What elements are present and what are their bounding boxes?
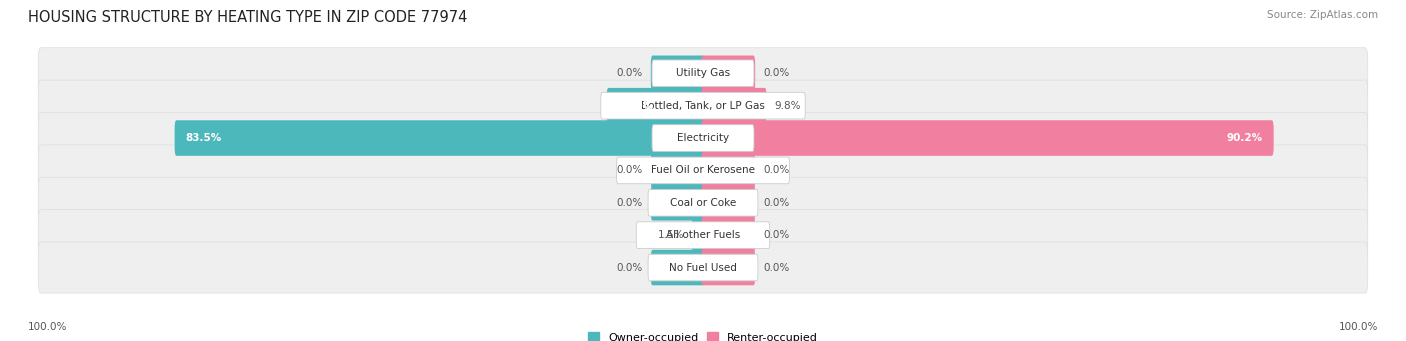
FancyBboxPatch shape [38, 80, 1368, 131]
FancyBboxPatch shape [702, 56, 755, 91]
FancyBboxPatch shape [38, 242, 1368, 293]
Text: 0.0%: 0.0% [617, 165, 643, 175]
Text: 9.8%: 9.8% [775, 101, 801, 111]
FancyBboxPatch shape [38, 48, 1368, 99]
FancyBboxPatch shape [702, 88, 766, 123]
FancyBboxPatch shape [702, 185, 755, 221]
FancyBboxPatch shape [637, 222, 769, 249]
FancyBboxPatch shape [606, 88, 704, 123]
FancyBboxPatch shape [38, 177, 1368, 228]
Text: Electricity: Electricity [676, 133, 730, 143]
Text: 1.5%: 1.5% [658, 230, 685, 240]
Text: 15.0%: 15.0% [617, 101, 654, 111]
Text: Bottled, Tank, or LP Gas: Bottled, Tank, or LP Gas [641, 101, 765, 111]
Text: 0.0%: 0.0% [763, 198, 789, 208]
FancyBboxPatch shape [38, 210, 1368, 261]
Text: 0.0%: 0.0% [763, 165, 789, 175]
FancyBboxPatch shape [38, 113, 1368, 164]
FancyBboxPatch shape [648, 190, 758, 216]
FancyBboxPatch shape [38, 145, 1368, 196]
FancyBboxPatch shape [651, 250, 704, 285]
Text: 83.5%: 83.5% [186, 133, 222, 143]
Text: 90.2%: 90.2% [1226, 133, 1263, 143]
Text: 100.0%: 100.0% [28, 322, 67, 332]
Text: 0.0%: 0.0% [763, 230, 789, 240]
FancyBboxPatch shape [702, 250, 755, 285]
FancyBboxPatch shape [652, 125, 754, 151]
FancyBboxPatch shape [651, 153, 704, 188]
Legend: Owner-occupied, Renter-occupied: Owner-occupied, Renter-occupied [583, 328, 823, 341]
Text: 0.0%: 0.0% [763, 68, 789, 78]
FancyBboxPatch shape [702, 153, 755, 188]
FancyBboxPatch shape [702, 218, 755, 253]
FancyBboxPatch shape [648, 254, 758, 281]
FancyBboxPatch shape [651, 56, 704, 91]
FancyBboxPatch shape [651, 185, 704, 221]
FancyBboxPatch shape [702, 120, 1274, 156]
Text: 0.0%: 0.0% [617, 68, 643, 78]
FancyBboxPatch shape [174, 120, 704, 156]
FancyBboxPatch shape [692, 218, 704, 253]
Text: Source: ZipAtlas.com: Source: ZipAtlas.com [1267, 10, 1378, 20]
Text: HOUSING STRUCTURE BY HEATING TYPE IN ZIP CODE 77974: HOUSING STRUCTURE BY HEATING TYPE IN ZIP… [28, 10, 467, 25]
Text: 0.0%: 0.0% [617, 198, 643, 208]
Text: No Fuel Used: No Fuel Used [669, 263, 737, 272]
Text: Coal or Coke: Coal or Coke [669, 198, 737, 208]
Text: All other Fuels: All other Fuels [666, 230, 740, 240]
Text: Utility Gas: Utility Gas [676, 68, 730, 78]
FancyBboxPatch shape [617, 157, 789, 184]
Text: 0.0%: 0.0% [617, 263, 643, 272]
FancyBboxPatch shape [600, 92, 806, 119]
FancyBboxPatch shape [652, 60, 754, 87]
Text: 100.0%: 100.0% [1339, 322, 1378, 332]
Text: 0.0%: 0.0% [763, 263, 789, 272]
Text: Fuel Oil or Kerosene: Fuel Oil or Kerosene [651, 165, 755, 175]
